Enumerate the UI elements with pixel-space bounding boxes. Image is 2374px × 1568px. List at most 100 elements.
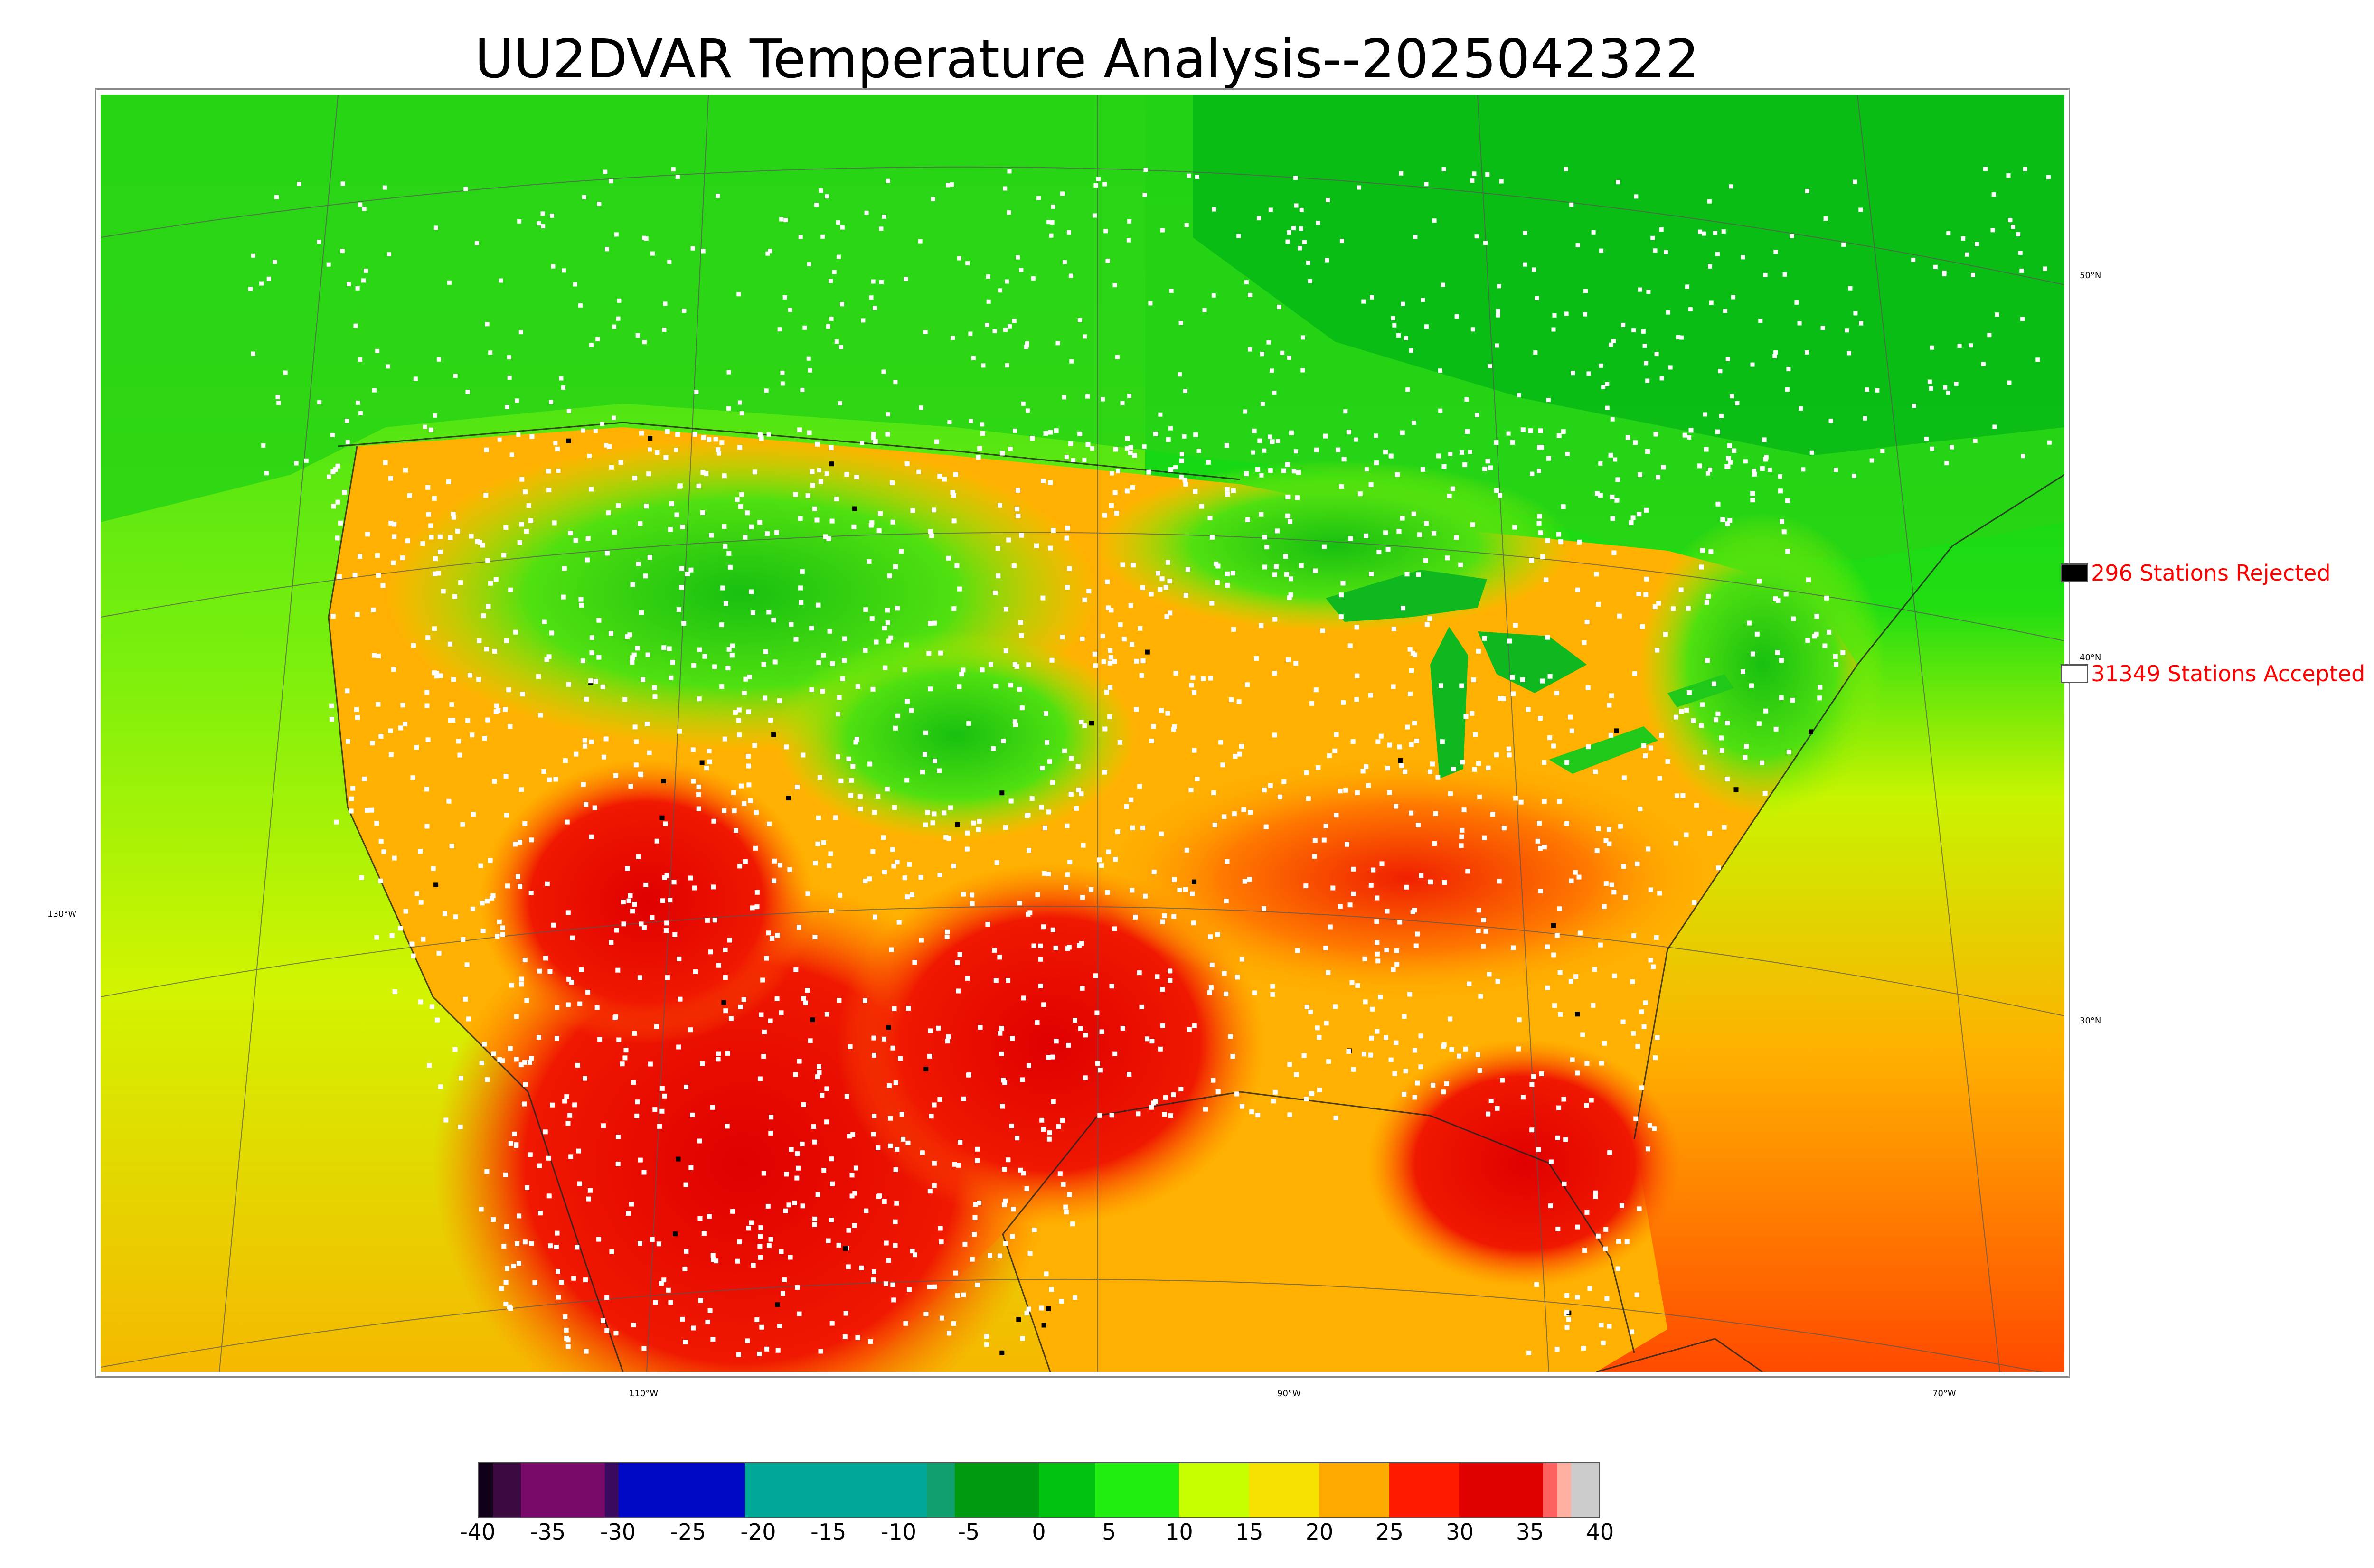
accepted-station-marker — [1686, 606, 1691, 611]
accepted-station-marker — [1462, 462, 1468, 468]
accepted-station-marker — [886, 638, 892, 644]
accepted-station-marker — [626, 898, 631, 903]
accepted-station-marker — [1634, 1292, 1639, 1297]
accepted-station-marker — [511, 1264, 516, 1269]
accepted-station-marker — [1394, 962, 1400, 967]
accepted-station-marker — [670, 660, 675, 665]
accepted-station-marker — [497, 1057, 502, 1062]
accepted-station-marker — [1668, 365, 1673, 370]
accepted-station-marker — [1026, 1063, 1031, 1068]
accepted-station-marker — [1027, 910, 1033, 915]
accepted-station-marker — [991, 746, 996, 751]
accepted-station-marker — [825, 194, 829, 199]
accepted-station-marker — [996, 573, 1001, 579]
accepted-station-marker — [488, 581, 493, 586]
accepted-station-marker — [803, 1000, 808, 1005]
accepted-station-marker — [410, 775, 415, 780]
accepted-station-marker — [1595, 1233, 1601, 1239]
accepted-station-marker — [451, 515, 456, 520]
accepted-station-marker — [1008, 798, 1014, 804]
accepted-station-marker — [1130, 642, 1135, 647]
accepted-station-marker — [1699, 723, 1704, 728]
accepted-station-marker — [1272, 732, 1277, 738]
accepted-station-marker — [1192, 748, 1197, 753]
accepted-station-marker — [753, 845, 758, 851]
accepted-station-marker — [1707, 199, 1712, 204]
accepted-station-marker — [1102, 726, 1108, 732]
accepted-station-marker — [1518, 799, 1524, 805]
accepted-station-marker — [942, 477, 947, 482]
accepted-station-marker — [1067, 1192, 1072, 1197]
accepted-station-marker — [1754, 631, 1760, 637]
accepted-station-marker — [905, 894, 910, 900]
accepted-station-marker — [922, 752, 927, 757]
accepted-station-marker — [1756, 579, 1762, 584]
accepted-station-marker — [561, 594, 566, 600]
accepted-station-marker — [953, 1270, 958, 1276]
accepted-station-marker — [1120, 1026, 1125, 1031]
accepted-station-marker — [1657, 891, 1662, 896]
accepted-station-marker — [919, 938, 924, 943]
accepted-station-marker — [1629, 520, 1634, 525]
accepted-station-marker — [259, 281, 264, 286]
accepted-station-marker — [566, 976, 572, 982]
accepted-station-marker — [1271, 1099, 1276, 1104]
accepted-station-marker — [1212, 823, 1217, 827]
accepted-station-marker — [956, 1163, 961, 1168]
accepted-station-marker — [1591, 1003, 1596, 1008]
accepted-station-marker — [1762, 437, 1767, 442]
accepted-station-marker — [746, 709, 751, 714]
accepted-station-marker — [317, 240, 321, 244]
accepted-station-marker — [2011, 225, 2016, 229]
accepted-station-marker — [1158, 1046, 1163, 1052]
accepted-station-marker — [719, 622, 725, 628]
accepted-station-marker — [1704, 447, 1709, 452]
accepted-station-marker — [1109, 608, 1114, 613]
accepted-station-marker — [890, 519, 895, 525]
accepted-station-marker — [581, 428, 585, 433]
accepted-station-marker — [601, 1318, 605, 1323]
accepted-station-marker — [1545, 985, 1550, 990]
accepted-station-marker — [1488, 465, 1493, 470]
accepted-station-marker — [1470, 327, 1475, 332]
accepted-station-marker — [345, 688, 350, 694]
accepted-station-marker — [1001, 738, 1006, 743]
accepted-station-marker — [1488, 364, 1492, 368]
accepted-station-marker — [540, 211, 545, 216]
accepted-station-marker — [2021, 454, 2025, 459]
accepted-station-marker — [671, 167, 676, 172]
accepted-station-marker — [1011, 1207, 1016, 1212]
accepted-station-marker — [1354, 625, 1359, 630]
accepted-station-marker — [342, 490, 347, 495]
accepted-station-marker — [930, 820, 935, 826]
accepted-station-marker — [1633, 1116, 1639, 1121]
accepted-station-marker — [276, 401, 281, 405]
accepted-station-marker — [1599, 248, 1604, 253]
accepted-station-marker — [1607, 1150, 1612, 1155]
accepted-station-marker — [346, 739, 350, 744]
accepted-station-marker — [626, 1211, 631, 1216]
accepted-station-marker — [1225, 582, 1230, 588]
accepted-station-marker — [1252, 990, 1257, 995]
accepted-station-marker — [1046, 1055, 1051, 1060]
accepted-station-marker — [503, 1280, 509, 1285]
accepted-station-marker — [1547, 674, 1553, 679]
map-title: UU2DVAR Temperature Analysis--2025042322 — [475, 28, 1699, 90]
accepted-station-marker — [1272, 390, 1277, 395]
accepted-station-marker — [981, 363, 986, 368]
accepted-station-marker — [365, 807, 369, 813]
accepted-station-marker — [948, 805, 953, 810]
accepted-station-marker — [669, 501, 674, 507]
accepted-station-marker — [612, 1015, 618, 1020]
accepted-station-marker — [711, 1257, 716, 1262]
accepted-station-marker — [1162, 1112, 1167, 1117]
accepted-station-marker — [1476, 648, 1481, 654]
accepted-station-marker — [1306, 796, 1311, 801]
accepted-station-marker — [1485, 172, 1490, 177]
accepted-station-marker — [652, 685, 657, 690]
accepted-station-marker — [1653, 248, 1658, 253]
accepted-station-marker — [668, 1300, 673, 1305]
accepted-station-marker — [932, 1183, 937, 1188]
accepted-station-marker — [609, 940, 614, 945]
accepted-station-marker — [722, 524, 727, 529]
